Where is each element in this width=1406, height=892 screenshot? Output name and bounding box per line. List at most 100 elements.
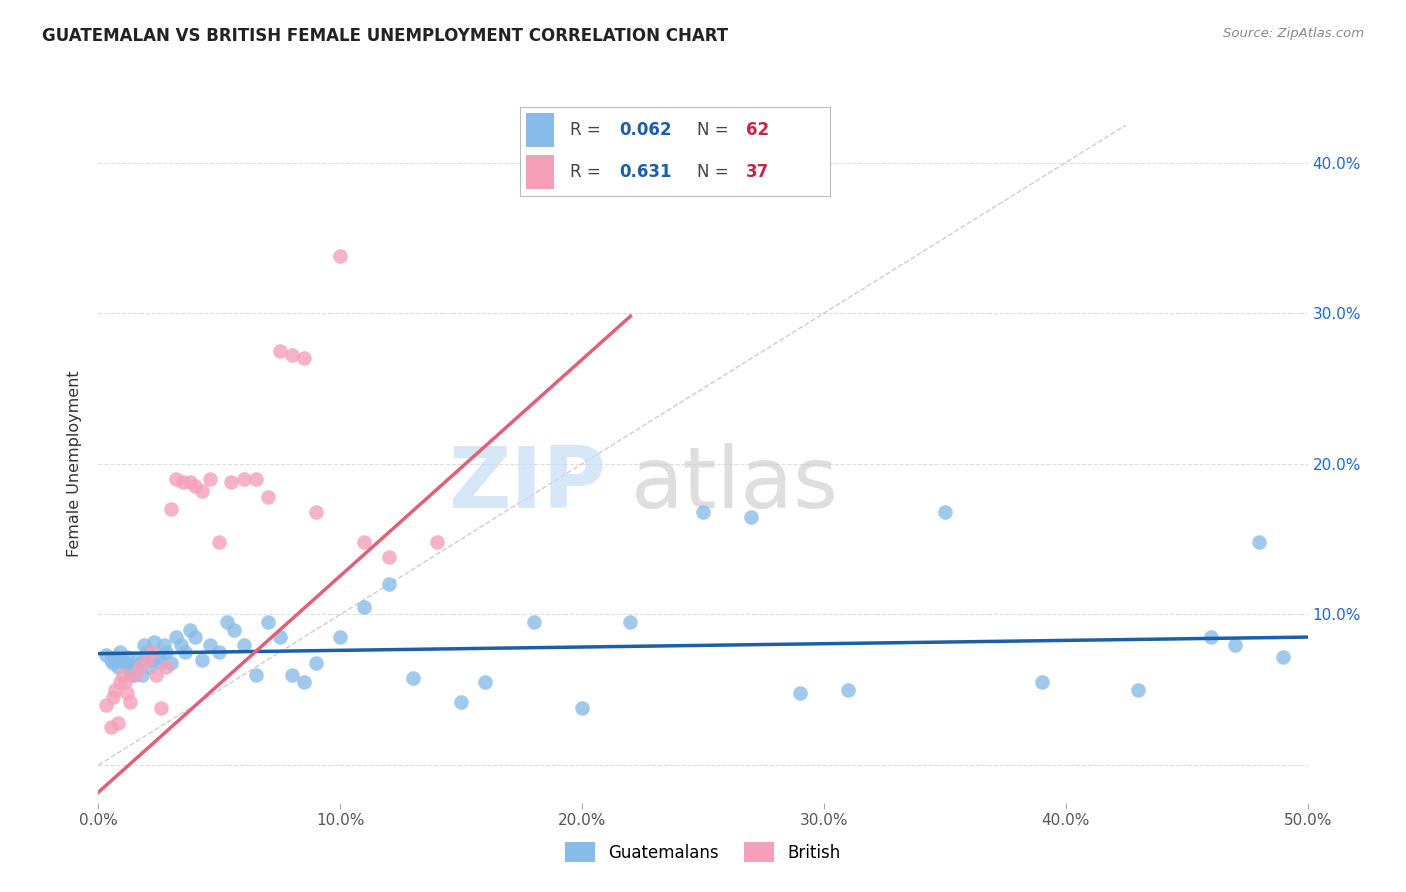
Text: R =: R = [569,163,606,181]
Text: ZIP: ZIP [449,442,606,525]
Point [789,686,811,700]
Point [111,667,134,681]
Text: 0.631: 0.631 [619,163,672,181]
Point [141,645,163,659]
Point [215,615,238,629]
Point [184,479,207,493]
Point [450,695,472,709]
Point [619,615,641,629]
Point [292,351,315,366]
Point [101,690,124,705]
Text: 0.062: 0.062 [619,121,672,139]
Point [124,667,146,681]
Point [191,483,214,498]
Point [160,502,183,516]
Point [1031,675,1053,690]
Point [329,249,352,263]
Point [232,638,254,652]
Point [402,671,425,685]
Text: Source: ZipAtlas.com: Source: ZipAtlas.com [1223,27,1364,40]
Point [118,695,141,709]
Point [107,660,129,674]
Point [1199,630,1222,644]
Point [150,701,173,715]
Point [172,475,194,489]
Point [135,645,157,659]
Point [128,660,150,674]
Point [118,663,141,677]
Point [148,649,170,664]
Text: atlas: atlas [630,442,838,525]
Text: N =: N = [696,163,734,181]
Point [108,675,131,690]
Text: N =: N = [696,121,734,139]
Bar [526,113,554,147]
Point [104,649,127,664]
Point [145,667,167,681]
Point [104,682,127,697]
Point [523,615,546,629]
Point [571,701,593,715]
Point [114,675,136,690]
Point [221,475,243,489]
Point [155,660,177,674]
Point [1223,638,1246,652]
Point [100,653,122,667]
Y-axis label: Female Unemployment: Female Unemployment [67,370,83,558]
Point [152,638,174,652]
Text: 37: 37 [747,163,769,181]
Point [134,638,156,652]
Point [169,638,191,652]
Point [329,630,352,644]
Point [121,667,143,681]
Point [143,634,166,648]
Point [191,653,214,667]
Point [165,630,187,644]
Point [740,509,762,524]
Text: GUATEMALAN VS BRITISH FEMALE UNEMPLOYMENT CORRELATION CHART: GUATEMALAN VS BRITISH FEMALE UNEMPLOYMEN… [42,27,728,45]
Point [353,599,375,614]
Point [222,623,245,637]
Point [128,656,150,670]
Point [101,656,124,670]
Point [377,577,399,591]
Point [107,715,129,730]
Point [127,653,149,667]
Point [269,630,291,644]
Point [281,667,304,681]
Point [245,472,267,486]
Point [305,505,328,519]
Point [269,343,291,358]
Point [135,653,157,667]
Point [474,675,496,690]
Text: R =: R = [569,121,606,139]
Point [232,472,254,486]
Point [160,656,183,670]
Point [198,472,221,486]
Point [426,535,449,549]
Point [208,535,231,549]
Point [108,645,131,659]
Point [1272,649,1295,664]
Point [256,615,278,629]
Point [377,550,399,565]
Point [208,645,231,659]
Point [138,660,160,674]
Text: 62: 62 [747,121,769,139]
Legend: Guatemalans, British: Guatemalans, British [558,836,848,869]
Point [114,656,136,670]
Point [305,656,328,670]
Point [141,653,163,667]
Point [165,472,187,486]
Point [292,675,315,690]
Point [174,645,197,659]
Point [155,645,177,659]
Point [245,667,267,681]
Point [184,630,207,644]
Point [281,348,304,362]
Point [256,490,278,504]
Point [353,535,375,549]
Point [100,721,122,735]
Point [117,649,139,664]
Point [94,698,117,712]
